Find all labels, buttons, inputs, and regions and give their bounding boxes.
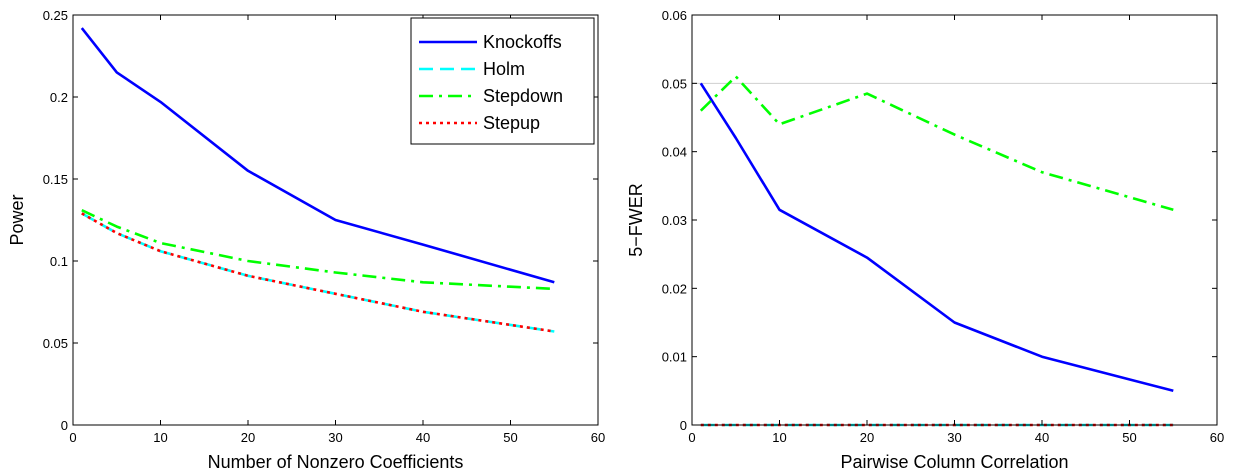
x-tick-label: 50 — [1122, 430, 1136, 445]
x-tick-label: 40 — [1035, 430, 1049, 445]
x-tick-label: 10 — [772, 430, 786, 445]
legend-entry-holm: Holm — [483, 59, 525, 79]
x-tick-label: 30 — [328, 430, 342, 445]
series-line-knockoffs — [699, 82, 1174, 393]
series-line-holm — [81, 212, 555, 333]
series-line-stepdown — [81, 209, 555, 291]
x-tick-label: 10 — [153, 430, 167, 445]
x-tick-label: 0 — [69, 430, 76, 445]
y-tick-label: 0.03 — [662, 213, 687, 228]
x-tick-label: 0 — [688, 430, 695, 445]
x-tick-label: 60 — [1210, 430, 1224, 445]
legend-entry-stepdown: Stepdown — [483, 86, 563, 106]
x-tick-label: 60 — [591, 430, 605, 445]
legend: Knockoffs Holm Stepdown Stepup — [410, 17, 595, 145]
plot-frame — [691, 14, 1218, 426]
y-tick-label: 0.05 — [662, 76, 687, 91]
x-tick-label: 50 — [503, 430, 517, 445]
y-tick-label: 0.1 — [50, 254, 68, 269]
chart-power: 0 10 20 30 40 50 60 0 0.05 0.1 0.15 0.2 0.25 Number o… — [7, 8, 605, 472]
series-line-stepdown — [699, 75, 1174, 212]
y-tick-label: 0.04 — [662, 145, 687, 160]
chart-fwer: 0 10 20 30 40 50 60 0 0.01 0.02 0.03 0.04 0.05 0.06 Pa… — [626, 8, 1224, 472]
y-tick-label: 0.2 — [50, 90, 68, 105]
y-tick-label: 0.05 — [43, 336, 68, 351]
x-axis-label: Number of Nonzero Coefficients — [208, 452, 464, 472]
legend-entry-stepup: Stepup — [483, 113, 540, 133]
x-axis-label: Pairwise Column Correlation — [840, 452, 1068, 472]
y-tick-label: 0 — [61, 418, 68, 433]
y-tick-label: 0.06 — [662, 8, 687, 23]
series-line-knockoffs — [80, 27, 555, 284]
x-tick-label: 30 — [947, 430, 961, 445]
y-tick-label: 0 — [680, 418, 687, 433]
y-tick-label: 0.01 — [662, 350, 687, 365]
y-tick-label: 0.02 — [662, 281, 687, 296]
y-tick-label: 0.15 — [43, 172, 68, 187]
y-axis-label: Power — [7, 194, 27, 245]
x-tick-label: 20 — [241, 430, 255, 445]
x-tick-label: 20 — [860, 430, 874, 445]
y-axis-label: 5−FWER — [626, 183, 646, 257]
series-line-stepup — [81, 212, 555, 333]
x-tick-label: 40 — [416, 430, 430, 445]
y-tick-label: 0.25 — [43, 8, 68, 23]
legend-entry-knockoffs: Knockoffs — [483, 32, 562, 52]
